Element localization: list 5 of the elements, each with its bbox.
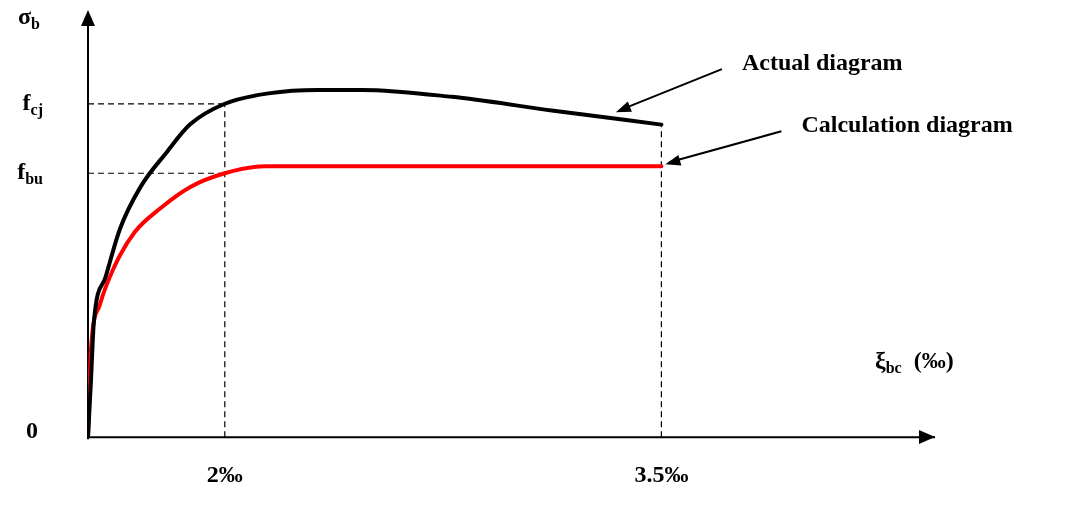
annotation: Calculation diagram: [801, 111, 1013, 138]
annotation: Actual diagram: [741, 49, 903, 76]
text: 0: [26, 417, 38, 444]
x-tick-label: 3.5‰: [634, 460, 689, 487]
x-tick-label: 2‰: [206, 460, 243, 487]
